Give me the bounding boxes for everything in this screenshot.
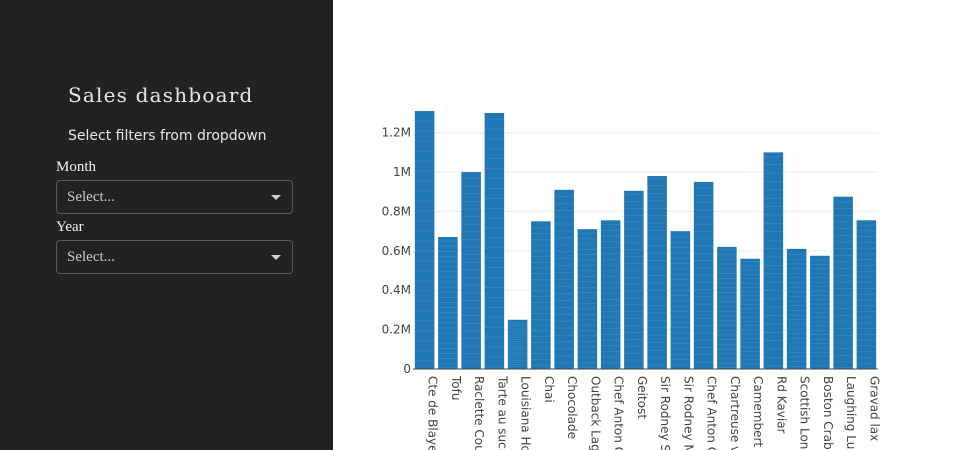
x-tick-label: Sir Rodney Sc (658, 376, 672, 450)
bar-rect[interactable] (717, 246, 737, 369)
bar[interactable] (438, 237, 458, 369)
bar[interactable] (763, 152, 784, 369)
bar-rect[interactable] (507, 319, 528, 369)
y-tick-label: 0 (403, 362, 411, 376)
chevron-down-icon[interactable] (271, 195, 281, 200)
x-tick-label: Tarte au sucr (495, 375, 509, 450)
bar-rect[interactable] (693, 181, 714, 369)
bar[interactable] (554, 189, 574, 369)
year-label: Year (56, 219, 84, 235)
x-tick-label: Laughing Lur (844, 376, 858, 450)
chart-gridlines (413, 132, 878, 331)
bar-rect[interactable] (856, 220, 877, 369)
x-tick-label: Sir Rodney M (681, 376, 695, 450)
bar[interactable] (670, 231, 691, 369)
bar[interactable] (856, 220, 877, 369)
bar-rect[interactable] (600, 220, 621, 369)
sales-bar-chart: 0 0.2M 0.4M 0.6M 0.8M 1M 1.2M Cte de Blaye Tofu R… (382, 111, 882, 450)
bar[interactable] (414, 111, 435, 370)
chart-bars (414, 111, 877, 370)
y-tick-label: 1M (393, 165, 411, 179)
chevron-down-icon[interactable] (271, 255, 281, 260)
x-tick-label: Tofu (449, 375, 463, 400)
bar-rect[interactable] (786, 248, 807, 369)
bar-rect[interactable] (810, 255, 830, 369)
month-dropdown-placeholder: Select... (67, 189, 115, 205)
bar-rect[interactable] (577, 229, 598, 369)
bar[interactable] (531, 221, 551, 369)
y-tick-label: 0.8M (382, 204, 411, 218)
bar-rect[interactable] (484, 113, 505, 369)
x-tick-label: Geitost (635, 376, 649, 419)
x-tick-label: Chef Anton G (612, 376, 626, 450)
bar[interactable] (740, 258, 760, 369)
bar[interactable] (833, 196, 853, 369)
bar[interactable] (600, 220, 621, 369)
bar-rect[interactable] (763, 152, 784, 369)
bar-rect[interactable] (833, 196, 853, 369)
bar[interactable] (577, 229, 598, 369)
x-tick-label: Chartreuse v (728, 376, 742, 450)
bar[interactable] (624, 190, 644, 369)
bar-rect[interactable] (531, 221, 551, 369)
x-tick-label: Chai (542, 376, 556, 403)
bar[interactable] (484, 113, 505, 369)
x-tick-label: Rd Kaviar (774, 376, 788, 434)
x-tick-label: Raclette Cour (472, 376, 486, 450)
bar-rect[interactable] (414, 111, 435, 370)
y-tick-label: 0.2M (382, 323, 411, 337)
x-tick-label: Boston Crab (821, 376, 835, 450)
y-tick-label: 0.6M (382, 244, 411, 258)
x-tick-label: Louisiana Ho (519, 376, 533, 450)
bar-rect[interactable] (647, 176, 667, 369)
y-tick-label: 0.4M (382, 283, 411, 297)
bar-rect[interactable] (670, 231, 691, 369)
bar-rect[interactable] (740, 258, 760, 369)
year-dropdown-placeholder: Select... (67, 249, 115, 265)
bar[interactable] (507, 319, 528, 369)
bar-rect[interactable] (461, 172, 481, 369)
x-tick-label: Cte de Blaye (426, 376, 440, 450)
bar-rect[interactable] (438, 237, 458, 369)
x-tick-label: Gravad lax (867, 376, 881, 441)
chart-axes: 0 0.2M 0.4M 0.6M 0.8M 1M 1.2M Cte de Blaye Tofu R… (382, 126, 882, 450)
x-tick-label: Scottish Long (798, 376, 812, 450)
bar[interactable] (717, 246, 737, 369)
month-label: Month (56, 159, 97, 175)
filter-instructions: Select filters from dropdown (68, 128, 267, 144)
bar[interactable] (810, 255, 830, 369)
bar[interactable] (461, 172, 481, 369)
bar[interactable] (693, 181, 714, 369)
sidebar: Sales dashboard Select filters from drop… (0, 0, 333, 450)
month-dropdown[interactable]: Select... (56, 180, 293, 214)
bar[interactable] (786, 248, 807, 369)
bar[interactable] (647, 176, 667, 369)
x-tick-label: Camembert P (751, 376, 765, 450)
x-tick-label: Chef Anton C (705, 376, 719, 450)
year-dropdown[interactable]: Select... (56, 240, 293, 274)
bar-rect[interactable] (624, 190, 644, 369)
y-tick-label: 1.2M (382, 126, 411, 140)
dashboard-title: Sales dashboard (68, 83, 254, 107)
x-tick-label: Chocolade (565, 376, 579, 439)
x-tick-label: Outback Lage (588, 376, 602, 450)
